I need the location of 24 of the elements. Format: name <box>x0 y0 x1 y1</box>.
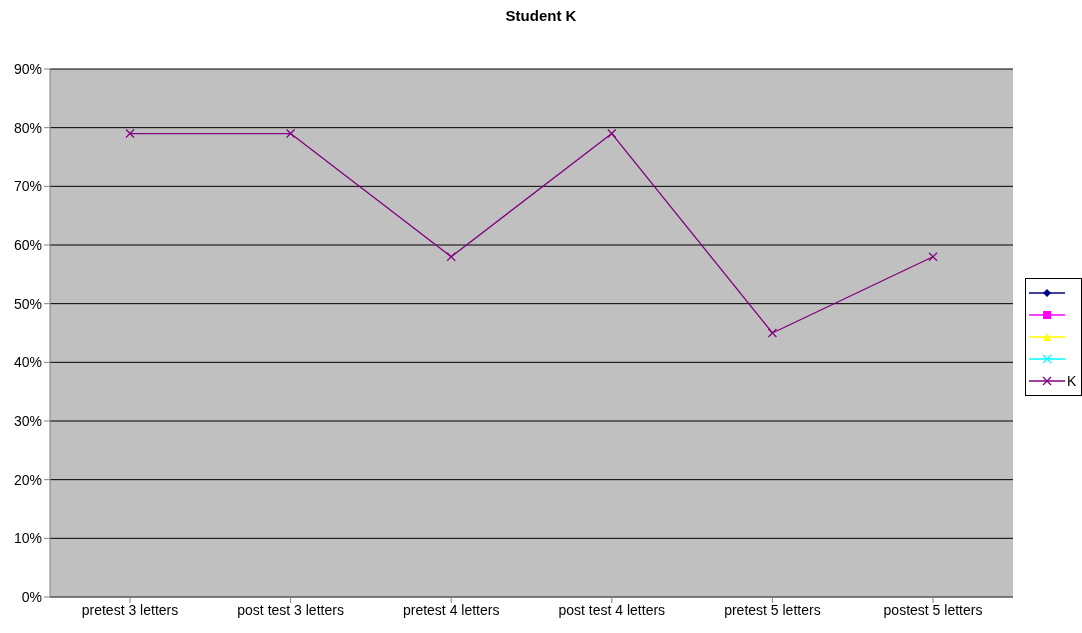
x-tick-label: post test 3 letters <box>237 601 344 618</box>
point <box>767 328 777 338</box>
point <box>125 128 135 139</box>
chart-title: Student K <box>504 7 578 24</box>
y-tick-label: 10% <box>13 530 42 547</box>
y-tick-label: 40% <box>13 354 42 371</box>
y-tick-label: 0% <box>21 588 42 605</box>
legend-label: K <box>1067 373 1077 389</box>
y-tick-label: 50% <box>13 295 42 312</box>
y-tick-label: 20% <box>13 471 42 488</box>
y-tick-label: 30% <box>13 412 42 429</box>
y-tick-label: 70% <box>13 178 42 195</box>
x-tick-label: postest 5 letters <box>883 601 983 618</box>
x-tick-label: pretest 5 letters <box>724 601 821 618</box>
y-tick-label: 90% <box>13 60 42 77</box>
point <box>928 252 938 262</box>
point <box>607 128 617 139</box>
y-tick-label: 60% <box>13 236 42 253</box>
x-tick-label: pretest 3 letters <box>81 601 179 618</box>
point <box>446 252 456 262</box>
x-tick-label: post test 4 letters <box>558 601 666 618</box>
point <box>286 128 296 139</box>
x-tick-label: pretest 4 letters <box>402 601 500 618</box>
y-tick-label: 80% <box>13 119 42 136</box>
